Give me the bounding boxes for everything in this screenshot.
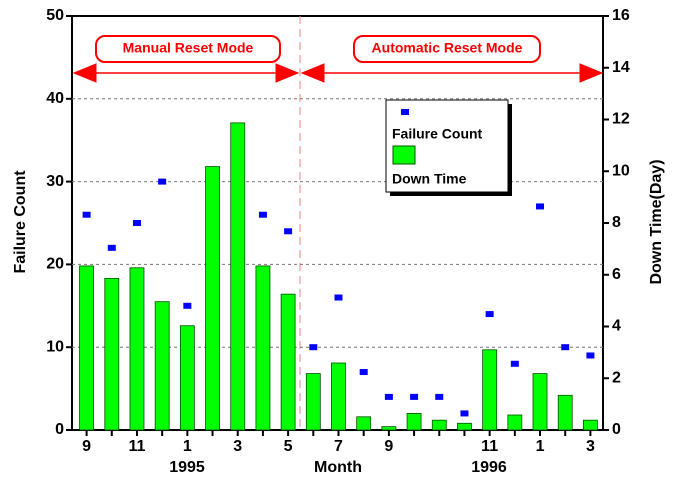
x-tick-label: 5 [284,438,293,455]
bar [280,293,296,431]
x-tick-label: 1 [183,438,192,455]
marker [334,294,343,301]
year-label: 1995 [169,459,205,476]
bar [431,419,447,431]
marker [586,352,595,359]
marker [410,393,419,400]
y-tick-label: 40 [46,90,64,107]
marker [258,211,267,218]
x-axis-title: Month [314,459,362,476]
bar [205,166,220,431]
marker [510,360,519,367]
y2-axis-title: Down Time(Day) [648,159,665,284]
marker [284,228,293,235]
marker [359,369,368,376]
x-tick-label: 9 [384,438,393,455]
x-tick-label: 7 [334,438,343,455]
y-axis-title: Failure Count [12,170,29,274]
x-tick-label: 3 [233,438,242,455]
bar [179,325,195,431]
y2-tick-label: 10 [612,162,630,179]
y-tick-label: 30 [46,173,64,190]
marker [132,220,141,226]
y-tick-label: 0 [55,421,64,438]
bar [406,413,422,431]
marker [309,344,318,351]
bar [331,362,346,431]
bar [129,267,145,431]
y-tick-label: 20 [46,256,64,273]
bar [356,416,372,431]
arrows [72,63,604,83]
bar [230,122,246,431]
bar [583,419,598,431]
marker [183,302,192,309]
x-tick-label: 3 [586,438,595,455]
y2-tick-label: 12 [612,111,630,128]
marker [435,393,444,400]
bar [532,373,548,431]
year-label: 1996 [471,459,507,476]
y2-tick-label: 16 [612,7,630,24]
marker [536,203,545,210]
marker [485,311,494,318]
bar [154,301,170,431]
x-tick-label: 9 [82,438,91,455]
x-tick-label: 11 [481,438,498,455]
bar [104,277,120,431]
bar [79,265,94,431]
marker [82,211,91,218]
y2-tick-label: 4 [612,318,621,335]
bar [482,349,498,431]
bar [557,394,573,431]
x-tick-label: 11 [129,438,146,455]
annotation: Manual Reset Mode [123,40,254,56]
bar [255,265,271,431]
y2-tick-label: 8 [612,214,621,231]
marker [158,178,167,185]
annotation-box [353,35,541,63]
bar [305,373,321,431]
legend-swatch [392,145,416,165]
legend-label: Failure Count [392,126,483,142]
y2-tick-label: 2 [612,369,621,386]
x-tick-label: 1 [536,438,545,455]
marker [561,344,570,351]
annotation: Automatic Reset Mode [372,40,523,56]
marker [460,410,469,417]
y2-tick-label: 0 [612,421,621,438]
y-tick-label: 50 [46,7,64,24]
y-tick-label: 10 [46,338,64,355]
legend-marker [401,109,409,115]
marker [384,393,393,400]
y2-tick-label: 14 [612,59,630,76]
marker [107,244,116,251]
legend-label: Down Time [392,171,467,187]
bar [457,422,472,431]
bar [381,426,397,431]
bar [507,414,523,431]
annotation-box [95,35,281,63]
y2-tick-label: 6 [612,266,621,283]
